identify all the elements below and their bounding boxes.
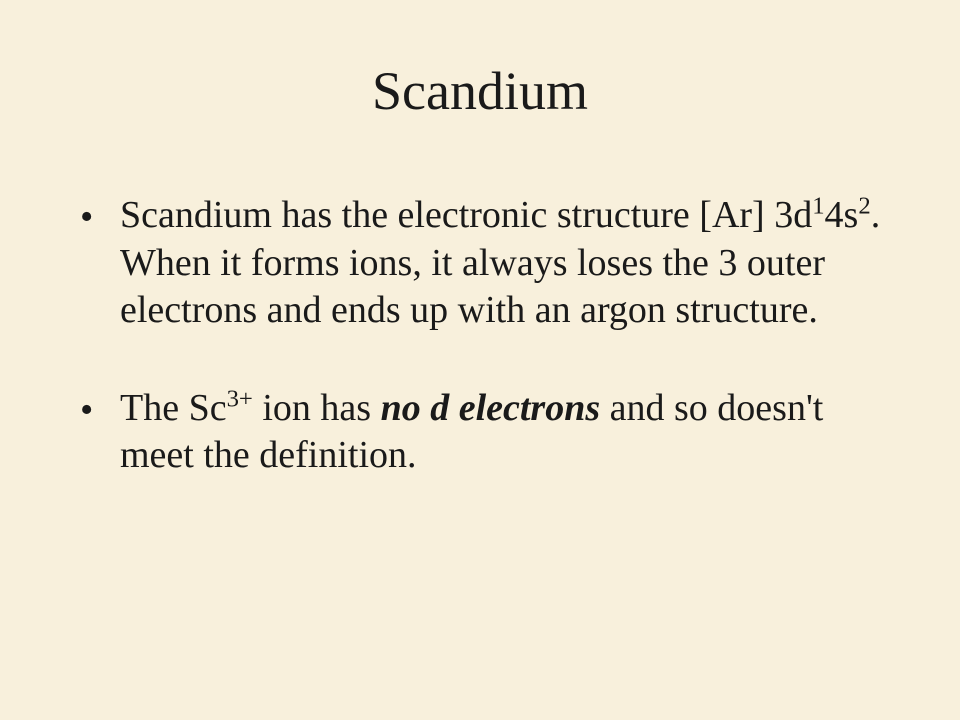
text-segment: ion has [253, 387, 381, 429]
slide-content: •Scandium has the electronic structure [… [60, 192, 900, 480]
text-segment: 4s [825, 194, 859, 236]
text-segment: The Sc [120, 387, 227, 429]
text-segment: 1 [812, 192, 824, 219]
text-segment: 3+ [227, 385, 253, 412]
slide-container: Scandium •Scandium has the electronic st… [0, 0, 960, 720]
bullet-text: Scandium has the electronic structure [A… [120, 192, 900, 335]
text-segment: 2 [858, 192, 870, 219]
text-segment: no d electrons [381, 387, 601, 429]
bullet-text: The Sc3+ ion has no d electrons and so d… [120, 385, 900, 480]
bullet-item: •The Sc3+ ion has no d electrons and so … [80, 385, 900, 480]
bullet-marker: • [80, 192, 120, 242]
bullet-marker: • [80, 385, 120, 435]
text-segment: Scandium has the electronic structure [A… [120, 194, 812, 236]
slide-title: Scandium [60, 60, 900, 122]
bullet-item: •Scandium has the electronic structure [… [80, 192, 900, 335]
